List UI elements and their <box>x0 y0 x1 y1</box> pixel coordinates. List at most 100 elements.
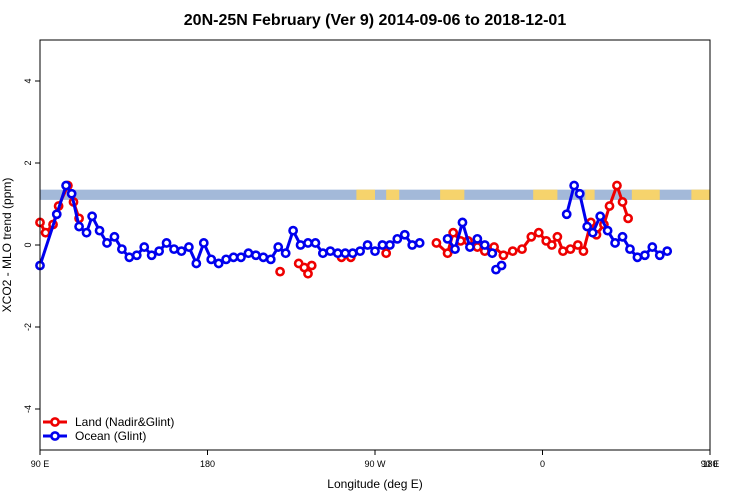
data-point <box>647 242 658 252</box>
data-point <box>176 246 187 257</box>
data-point <box>442 248 453 259</box>
data-point <box>487 248 498 259</box>
data-point <box>221 254 232 265</box>
data-point <box>565 244 576 254</box>
data-point <box>662 246 673 257</box>
data-point <box>507 246 518 257</box>
data-point <box>154 246 165 257</box>
data-point <box>448 227 459 238</box>
data-point <box>498 250 509 261</box>
data-point <box>639 250 650 261</box>
data-point <box>51 209 62 220</box>
data-point <box>457 217 468 228</box>
data-point <box>442 233 453 244</box>
data-point <box>578 246 589 257</box>
data-point <box>169 244 179 254</box>
data-point <box>595 211 606 222</box>
data-point <box>450 244 460 254</box>
land-band-segment <box>533 189 558 200</box>
data-point <box>347 248 358 259</box>
data-point <box>183 242 194 252</box>
series-layer <box>35 180 673 279</box>
data-point <box>604 201 615 211</box>
x-tick-label: 90 E <box>701 459 720 469</box>
data-point <box>250 250 261 261</box>
data-point <box>561 209 572 220</box>
data-point <box>303 268 313 279</box>
data-point <box>654 250 665 261</box>
data-point <box>526 231 537 242</box>
data-point <box>139 242 150 252</box>
data-point <box>116 244 127 254</box>
data-point <box>399 229 410 240</box>
y-tick-label: -4 <box>23 405 33 413</box>
x-tick-label: 90 E <box>31 459 50 469</box>
data-point <box>623 213 634 224</box>
data-point <box>496 260 507 271</box>
data-point <box>61 180 71 191</box>
data-point <box>355 246 366 257</box>
data-point <box>602 225 613 236</box>
data-point <box>243 248 254 259</box>
data-point <box>303 238 313 248</box>
data-point <box>94 225 105 236</box>
data-point <box>213 258 224 269</box>
data-point <box>414 238 425 248</box>
data-point <box>370 246 380 257</box>
data-point <box>81 227 92 238</box>
series-ocean <box>35 180 673 275</box>
land-band-segment <box>440 189 465 200</box>
legend-item: Land (Nadir&Glint) <box>43 415 174 429</box>
data-point <box>161 238 172 248</box>
data-point <box>295 240 306 250</box>
land-band-segment <box>691 189 710 200</box>
data-point <box>569 180 580 191</box>
data-point <box>66 188 77 199</box>
y-tick-label: -2 <box>23 323 33 331</box>
y-axis-label: XCO2 - MLO trend (ppm) <box>0 178 14 313</box>
y-axis: -4 -2 0 2 4 <box>23 78 40 413</box>
data-point <box>617 231 628 242</box>
data-point <box>191 258 202 269</box>
data-point <box>572 240 583 250</box>
land-band-segment <box>356 189 375 200</box>
data-point <box>325 246 336 257</box>
data-point <box>258 252 269 263</box>
data-point <box>273 242 284 252</box>
data-point <box>236 252 246 263</box>
data-point <box>574 188 585 199</box>
legend-marker <box>50 431 60 441</box>
x-tick-label: 0 <box>540 459 545 469</box>
data-point <box>198 238 209 248</box>
data-point <box>472 233 483 244</box>
data-point <box>546 240 557 250</box>
data-point <box>317 248 328 259</box>
x-tick-label: 180 <box>200 459 215 469</box>
data-point <box>587 227 598 238</box>
data-point <box>109 231 120 242</box>
data-point <box>407 240 418 250</box>
data-point <box>265 254 276 265</box>
legend-label: Land (Nadir&Glint) <box>75 415 174 429</box>
y-tick-label: 4 <box>23 78 33 83</box>
data-point <box>479 240 490 250</box>
x-axis-label: Longitude (deg E) <box>327 477 422 491</box>
data-point <box>228 252 239 263</box>
data-point <box>632 252 643 263</box>
data-point <box>558 246 568 257</box>
data-point <box>340 248 351 259</box>
data-point <box>40 227 51 238</box>
y-tick-label: 2 <box>23 160 33 165</box>
data-point <box>87 211 98 222</box>
data-point <box>206 254 217 265</box>
legend-item: Ocean (Glint) <box>43 429 146 443</box>
data-point <box>431 238 442 248</box>
data-point <box>377 240 388 250</box>
data-point <box>102 238 112 248</box>
data-point <box>465 242 475 252</box>
data-point <box>124 252 135 263</box>
data-point <box>288 225 299 236</box>
x-tick-label: 90 W <box>364 459 386 469</box>
data-point <box>612 180 622 191</box>
